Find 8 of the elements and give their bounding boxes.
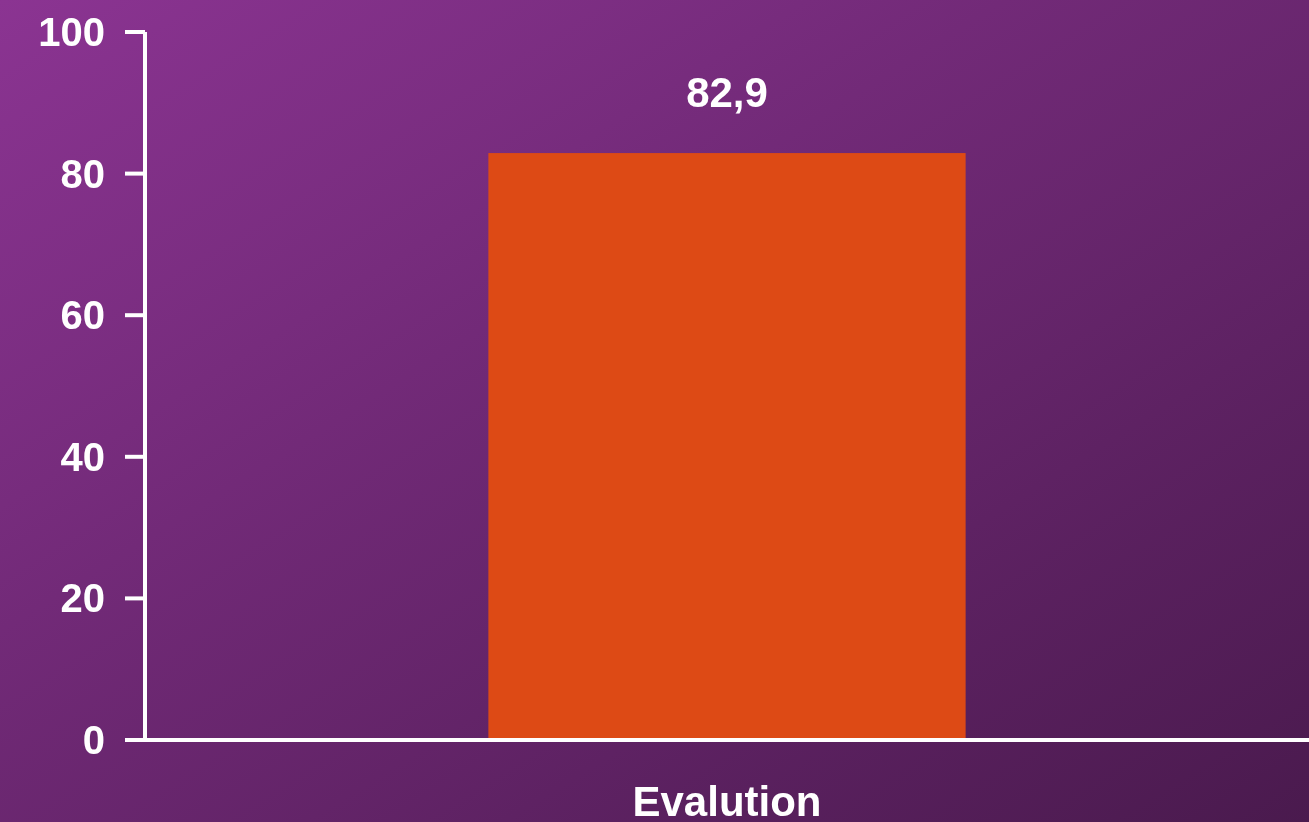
- y-tick-label: 20: [60, 576, 105, 621]
- y-tick-label: 0: [82, 718, 105, 762]
- y-tick-label: 60: [60, 293, 105, 338]
- y-tick-label: 80: [60, 151, 105, 196]
- data-label: 82,9: [686, 69, 768, 117]
- y-tick-label: 100: [38, 10, 105, 54]
- y-tick-label: 40: [60, 434, 105, 479]
- x-tick-label: Evalution: [632, 778, 822, 822]
